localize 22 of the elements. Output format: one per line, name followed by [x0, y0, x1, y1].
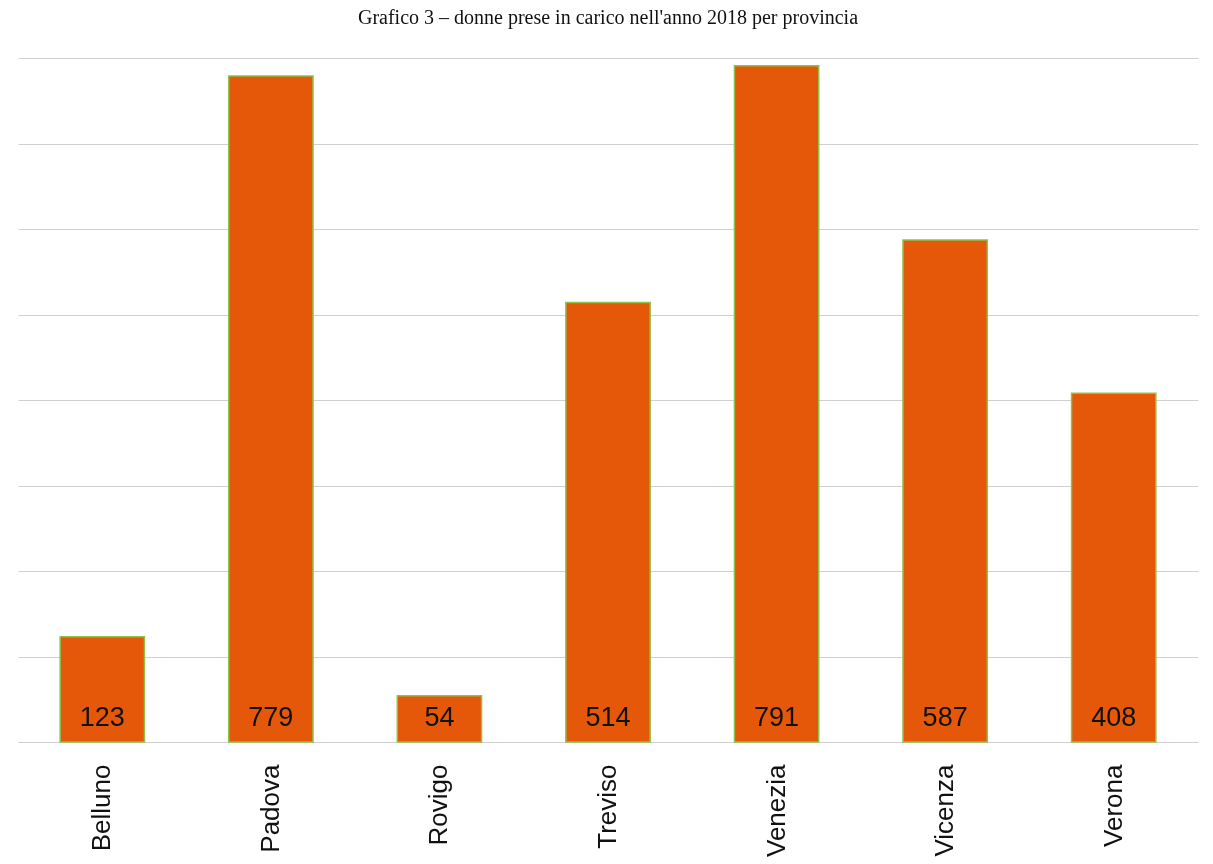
data-label: 587 — [922, 702, 968, 732]
x-tick-label: Venezia — [760, 763, 791, 858]
bar — [733, 64, 820, 743]
x-tick-label: Belluno — [86, 764, 117, 852]
data-label: 514 — [585, 702, 631, 732]
data-label: 123 — [79, 702, 125, 732]
x-tick-label: Verona — [1097, 763, 1128, 847]
x-tick-label: Rovigo — [423, 764, 454, 846]
x-tick-label: Treviso — [592, 764, 622, 849]
bar — [396, 695, 483, 743]
bar — [227, 75, 314, 743]
data-label: 54 — [424, 702, 455, 732]
bar — [1070, 392, 1157, 743]
data-label: 408 — [1091, 702, 1137, 732]
bar — [59, 636, 146, 743]
data-label: 791 — [754, 702, 800, 732]
bar — [565, 301, 651, 743]
bar — [902, 239, 989, 743]
x-tick-label: Padova — [254, 763, 285, 853]
data-label: 779 — [248, 702, 294, 732]
x-tick-label: Vicenza — [929, 763, 960, 857]
chart-title: Grafico 3 – donne prese in carico nell'anno 2018 per provincia — [357, 6, 859, 29]
